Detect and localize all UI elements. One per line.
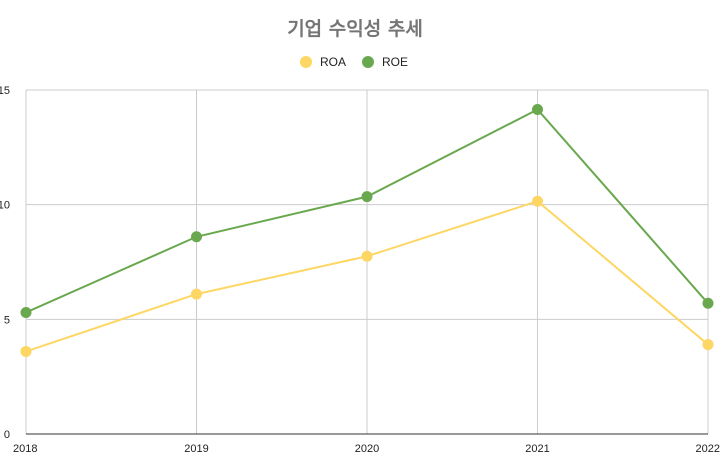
x-tick-labels: 2018 2019 2020 2021 2022 [13, 443, 720, 455]
series-points [20, 103, 714, 357]
x-tick-label: 2021 [525, 443, 549, 455]
data-point-roe [191, 231, 202, 243]
y-tick-labels: 0 5 10 15 [0, 85, 10, 441]
x-tick-label: 2020 [355, 443, 379, 455]
data-point-roa [532, 195, 543, 207]
legend: ROA ROE [300, 55, 408, 69]
y-tick-label: 10 [0, 200, 10, 212]
y-tick-label: 15 [0, 85, 10, 97]
y-tick-label: 5 [4, 314, 10, 326]
data-point-roa [191, 288, 202, 300]
legend-marker-roe [362, 56, 374, 68]
x-tick-label: 2019 [184, 443, 208, 455]
y-tick-label: 0 [4, 429, 10, 441]
x-tick-label: 2018 [13, 443, 37, 455]
legend-label-roe: ROE [382, 55, 408, 69]
data-point-roe [702, 297, 714, 309]
data-point-roe [361, 191, 373, 203]
data-point-roe [20, 306, 32, 318]
data-point-roa [361, 250, 373, 262]
x-tick-label: 2022 [696, 443, 720, 455]
data-point-roa [20, 345, 32, 357]
legend-label-roa: ROA [320, 55, 346, 69]
chart-title: 기업 수익성 추세 [287, 18, 423, 40]
data-point-roe [532, 103, 543, 115]
data-point-roa [702, 339, 714, 351]
legend-marker-roa [300, 56, 312, 68]
gridlines [25, 89, 709, 434]
